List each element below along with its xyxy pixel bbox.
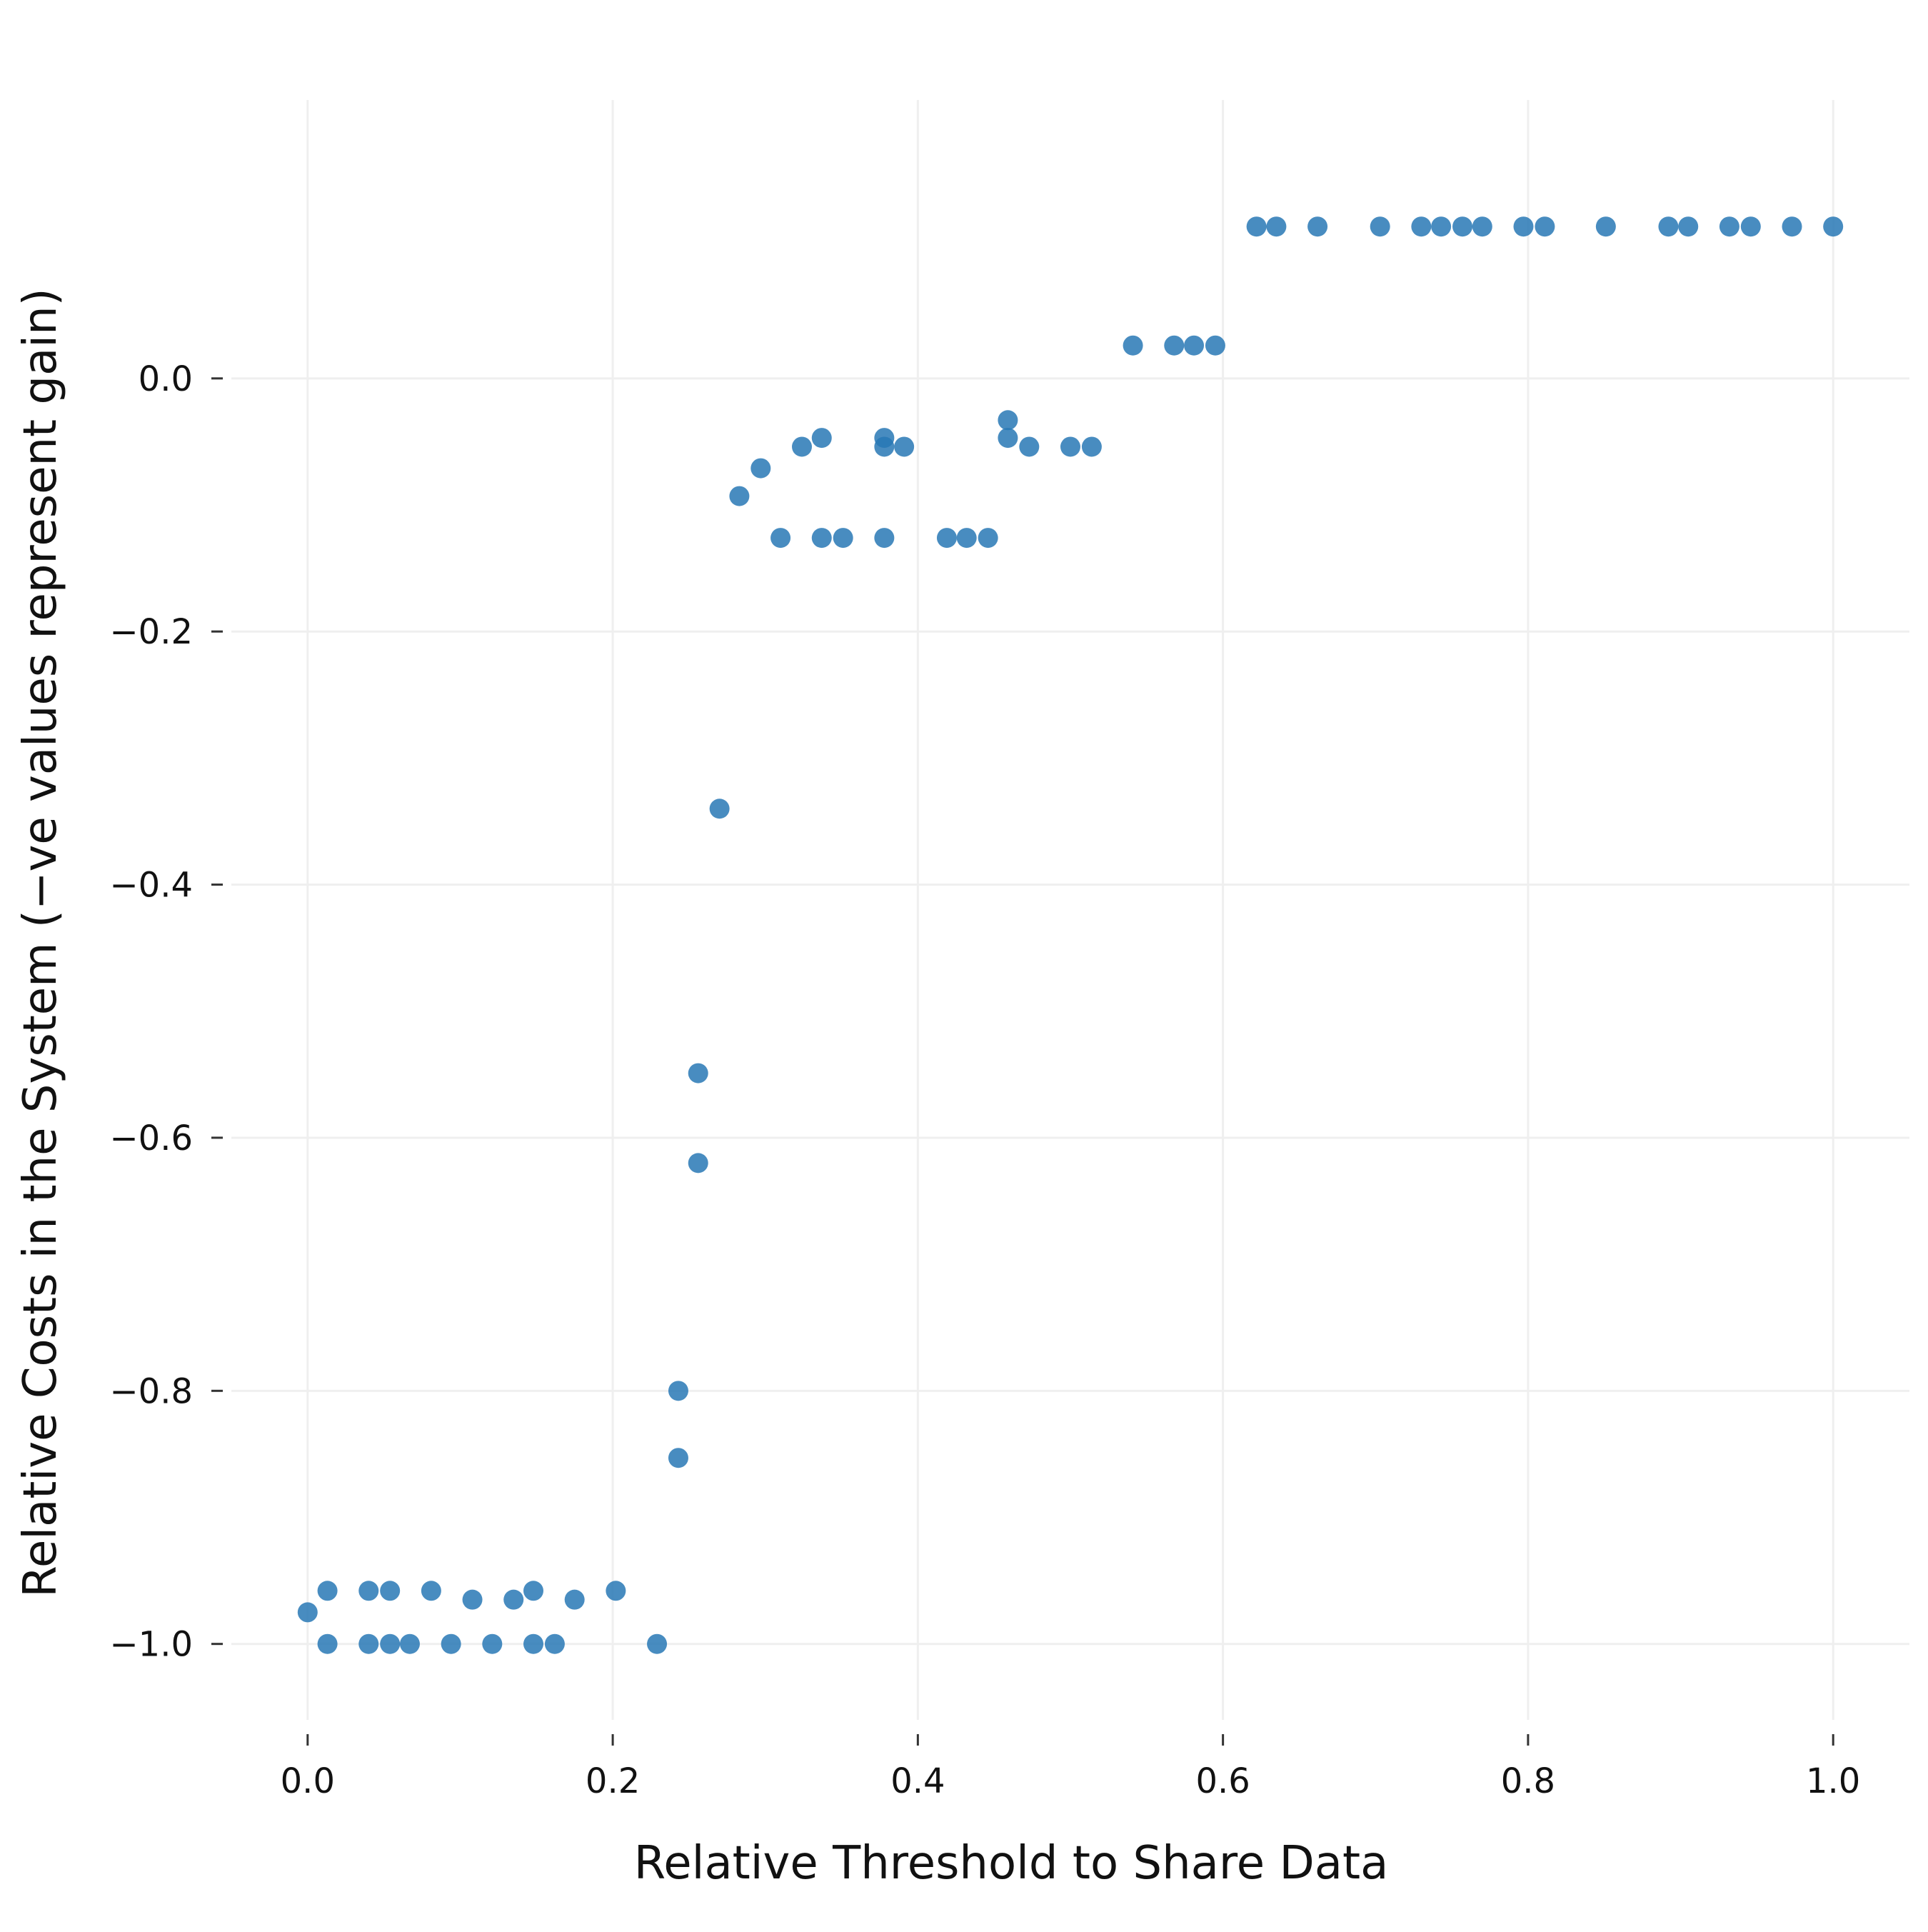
data-point — [729, 486, 750, 506]
data-point — [482, 1633, 503, 1654]
data-point — [1184, 335, 1205, 356]
data-point — [544, 1633, 565, 1654]
data-point — [1081, 436, 1102, 457]
data-point — [462, 1589, 483, 1610]
data-point — [668, 1448, 688, 1468]
data-point — [1452, 216, 1473, 237]
data-point — [1370, 216, 1390, 237]
y-axis-title: Relative Costs in the System (−ve values… — [14, 288, 67, 1597]
data-point — [1266, 216, 1287, 237]
data-point — [1431, 216, 1452, 237]
data-point — [1123, 335, 1143, 356]
data-point — [770, 528, 791, 549]
data-point — [1782, 216, 1802, 237]
data-point — [1740, 216, 1761, 237]
x-tick-label: 0.2 — [586, 1761, 640, 1801]
data-point — [1472, 216, 1492, 237]
tick-layer: 0.0 0.2 0.4 0.6 0.8 1.0 0.0 −0.2 −0.4 −0.6 −0.8 −1.… — [109, 359, 1860, 1801]
data-point — [606, 1581, 626, 1601]
data-point — [956, 528, 977, 549]
data-point — [1678, 216, 1699, 237]
data-point — [297, 1602, 318, 1623]
y-tick-label: 0.0 — [139, 359, 193, 399]
data-point — [688, 1153, 708, 1173]
data-point — [1205, 335, 1225, 356]
data-point — [894, 436, 915, 457]
data-point — [668, 1381, 688, 1401]
y-tick-label: −0.4 — [109, 866, 193, 906]
data-point — [1513, 216, 1534, 237]
x-tick-label: 1.0 — [1806, 1761, 1860, 1801]
data-point — [317, 1633, 338, 1654]
data-point — [1535, 216, 1555, 237]
data-point — [811, 528, 832, 549]
data-point — [811, 428, 832, 449]
grid-layer — [231, 100, 1909, 1720]
data-point — [564, 1589, 585, 1610]
x-tick-label: 0.4 — [890, 1761, 945, 1801]
data-point — [1411, 216, 1432, 237]
data-point — [358, 1581, 379, 1601]
data-point — [998, 410, 1018, 431]
x-tick-label: 0.6 — [1195, 1761, 1250, 1801]
data-point — [688, 1063, 708, 1083]
x-tick-label: 0.8 — [1501, 1761, 1555, 1801]
data-point — [750, 458, 771, 479]
points-layer — [297, 216, 1844, 1654]
data-point — [358, 1633, 379, 1654]
data-point — [1060, 436, 1080, 457]
data-point — [647, 1633, 668, 1654]
data-point — [441, 1633, 461, 1654]
data-point — [1164, 335, 1185, 356]
data-point — [523, 1581, 543, 1601]
data-point — [317, 1581, 338, 1601]
data-point — [936, 528, 957, 549]
y-tick-label: −0.2 — [109, 612, 193, 652]
data-point — [978, 528, 998, 549]
data-point — [421, 1581, 441, 1601]
y-tick-label: −0.6 — [109, 1118, 193, 1158]
data-point — [1719, 216, 1739, 237]
data-point — [380, 1581, 401, 1601]
data-point — [523, 1633, 543, 1654]
data-point — [792, 436, 812, 457]
data-point — [1246, 216, 1267, 237]
data-point — [874, 528, 895, 549]
data-point — [1019, 436, 1040, 457]
data-point — [399, 1633, 420, 1654]
y-tick-label: −1.0 — [109, 1625, 193, 1665]
data-point — [380, 1633, 401, 1654]
data-point — [998, 428, 1018, 449]
data-point — [709, 799, 730, 819]
data-point — [503, 1589, 524, 1610]
data-point — [833, 528, 853, 549]
x-tick-label: 0.0 — [281, 1761, 335, 1801]
data-point — [1823, 216, 1844, 237]
y-tick-label: −0.8 — [109, 1371, 193, 1411]
data-point — [1307, 216, 1328, 237]
data-point — [1658, 216, 1679, 237]
data-point — [874, 436, 895, 457]
data-point — [1595, 216, 1616, 237]
x-axis-title: Relative Threshold to Share Data — [634, 1837, 1389, 1890]
